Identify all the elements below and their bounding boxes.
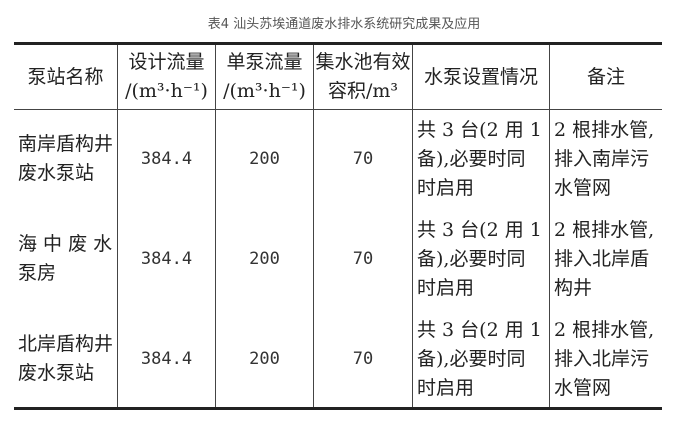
table-cell-note-text: 2 根排水管, 排入南岸污 水管网 bbox=[554, 118, 655, 199]
table-cell-design-flow: 384.4 bbox=[118, 310, 215, 408]
top-rule bbox=[14, 42, 662, 45]
table-cell-design-flow: 384.4 bbox=[118, 210, 215, 308]
table-cell-name: 南岸盾构井 废水泵站 bbox=[14, 110, 117, 208]
table-cell-design-flow-text: 384.4 bbox=[140, 148, 193, 169]
table-cell-pump-flow: 200 bbox=[216, 210, 313, 308]
table-cell-pump-flow-text: 200 bbox=[249, 348, 280, 369]
header-cell: 单泵流量 /(m³·h⁻¹) bbox=[216, 45, 313, 109]
column-divider bbox=[549, 45, 550, 407]
table-cell-design-flow-text: 384.4 bbox=[140, 248, 193, 269]
header-cell-text: 设计流量 /(m³·h⁻¹) bbox=[125, 51, 208, 102]
table-cell-note: 2 根排水管, 排入南岸污 水管网 bbox=[550, 110, 662, 208]
header-cell-text: 集水池有效 容积/m³ bbox=[315, 51, 411, 102]
column-divider bbox=[117, 45, 118, 407]
table-cell-pump-flow-text: 200 bbox=[249, 148, 280, 169]
table-cell-setup-text: 共 3 台(2 用 1 备),必要时同 时启用 bbox=[417, 218, 542, 299]
table-cell-setup: 共 3 台(2 用 1 备),必要时同 时启用 bbox=[413, 310, 549, 408]
table-cell-note-text: 2 根排水管, 排入北岸盾 构井 bbox=[554, 218, 655, 299]
table-cell-name: 海 中 废 水 泵房 bbox=[14, 210, 117, 308]
table-cell-name-text: 海 中 废 水 泵房 bbox=[18, 233, 113, 284]
header-cell: 设计流量 /(m³·h⁻¹) bbox=[118, 45, 215, 109]
table-cell-name-text: 南岸盾构井 废水泵站 bbox=[18, 133, 114, 184]
header-rule bbox=[14, 109, 662, 110]
table-cell-volume-text: 70 bbox=[352, 148, 374, 169]
table-cell-setup: 共 3 台(2 用 1 备),必要时同 时启用 bbox=[413, 110, 549, 208]
table-caption: 表4 汕头苏埃通道废水排水系统研究成果及应用 bbox=[207, 17, 481, 32]
table-cell-design-flow-text: 384.4 bbox=[140, 348, 193, 369]
table-cell-pump-flow: 200 bbox=[216, 110, 313, 208]
table-cell-volume: 70 bbox=[314, 210, 412, 308]
header-cell-text: 单泵流量 /(m³·h⁻¹) bbox=[223, 51, 306, 102]
header-cell-text: 泵站名称 bbox=[27, 65, 104, 88]
table-cell-name-text: 北岸盾构井 废水泵站 bbox=[18, 333, 114, 384]
column-divider bbox=[412, 45, 413, 407]
table-cell-note-text: 2 根排水管, 排入北岸污 水管网 bbox=[554, 318, 655, 399]
table-cell-pump-flow-text: 200 bbox=[249, 248, 280, 269]
table-cell-name: 北岸盾构井 废水泵站 bbox=[14, 310, 117, 408]
table-cell-volume-text: 70 bbox=[352, 248, 374, 269]
header-cell: 泵站名称 bbox=[14, 45, 117, 109]
table-cell-setup-text: 共 3 台(2 用 1 备),必要时同 时启用 bbox=[417, 318, 542, 399]
header-cell: 备注 bbox=[550, 45, 662, 109]
header-cell: 水泵设置情况 bbox=[413, 45, 549, 109]
table-cell-setup-text: 共 3 台(2 用 1 备),必要时同 时启用 bbox=[417, 118, 542, 199]
header-cell-text: 水泵设置情况 bbox=[423, 65, 538, 88]
table-cell-note: 2 根排水管, 排入北岸盾 构井 bbox=[550, 210, 662, 308]
table-cell-pump-flow: 200 bbox=[216, 310, 313, 408]
header-cell: 集水池有效 容积/m³ bbox=[314, 45, 412, 109]
bottom-rule bbox=[14, 407, 662, 410]
column-divider bbox=[313, 45, 314, 407]
table-cell-volume: 70 bbox=[314, 310, 412, 408]
table-cell-design-flow: 384.4 bbox=[118, 110, 215, 208]
header-cell-text: 备注 bbox=[586, 65, 625, 88]
table-cell-volume: 70 bbox=[314, 110, 412, 208]
column-divider bbox=[215, 45, 216, 407]
table-cell-setup: 共 3 台(2 用 1 备),必要时同 时启用 bbox=[413, 210, 549, 308]
table-cell-note: 2 根排水管, 排入北岸污 水管网 bbox=[550, 310, 662, 408]
table-cell-volume-text: 70 bbox=[352, 348, 374, 369]
